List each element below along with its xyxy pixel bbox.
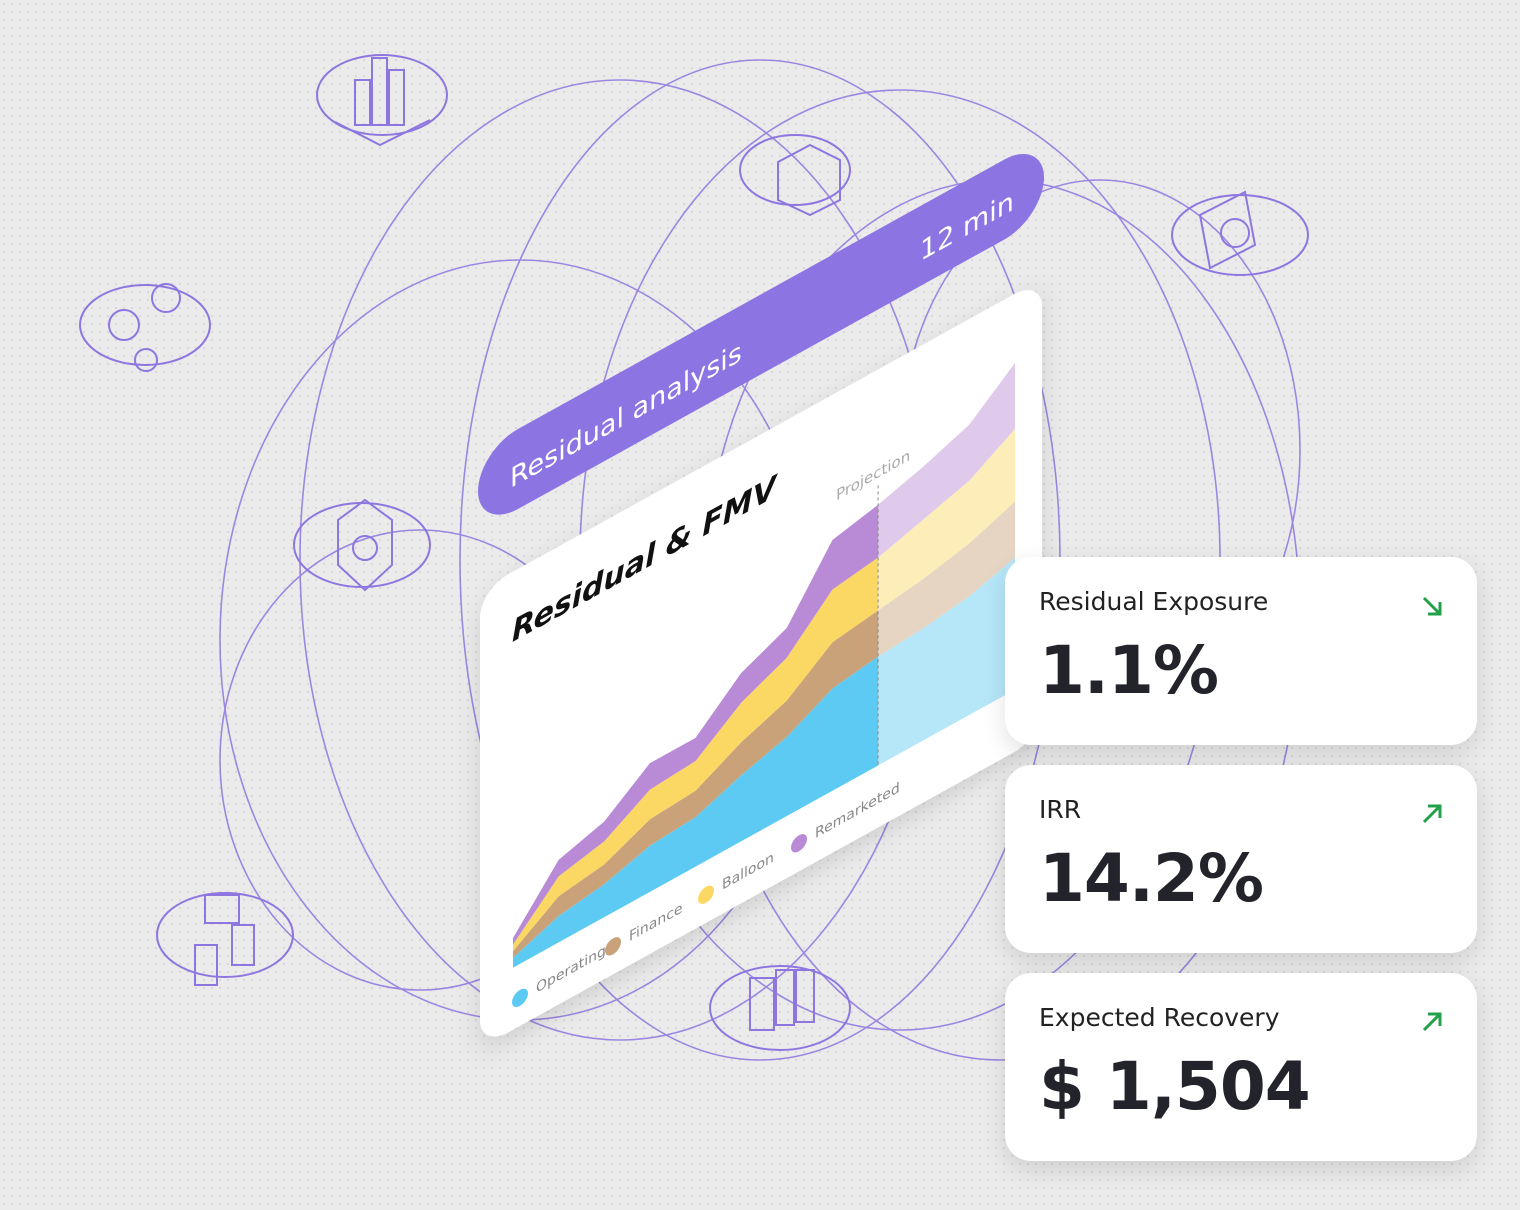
trend-arrow	[1422, 596, 1442, 616]
trend-arrow	[1422, 1012, 1442, 1032]
arrow-path	[1422, 804, 1442, 824]
metric-value: 1.1%	[1039, 632, 1219, 709]
arrow-path	[1422, 596, 1442, 616]
metric-value: $ 1,504	[1039, 1048, 1311, 1125]
arrow-path	[1422, 1012, 1442, 1032]
projection-shade	[878, 348, 1017, 768]
metric-value: 14.2%	[1039, 840, 1264, 917]
metric-label: Expected Recovery	[1039, 1003, 1280, 1032]
metric-card: Expected Recovery $ 1,504	[1005, 973, 1477, 1161]
legend-dot	[791, 834, 807, 853]
trend-arrow	[1422, 804, 1442, 824]
metric-card: Residual Exposure 1.1%	[1005, 557, 1477, 745]
icons	[79, 54, 1309, 1051]
plot: ProjectionOperatingFinanceBalloonRemarke…	[512, 348, 1017, 1007]
banner	[478, 153, 1044, 515]
legend-dot	[605, 937, 621, 956]
chart-panel: Residual analysis 12 min Residual & FMV …	[478, 153, 1044, 1037]
metric-label: IRR	[1039, 795, 1082, 824]
legend-dot	[698, 885, 714, 904]
metric-label: Residual Exposure	[1039, 587, 1269, 616]
legend-dot	[512, 988, 528, 1007]
metric-card: IRR 14.2%	[1005, 765, 1477, 953]
